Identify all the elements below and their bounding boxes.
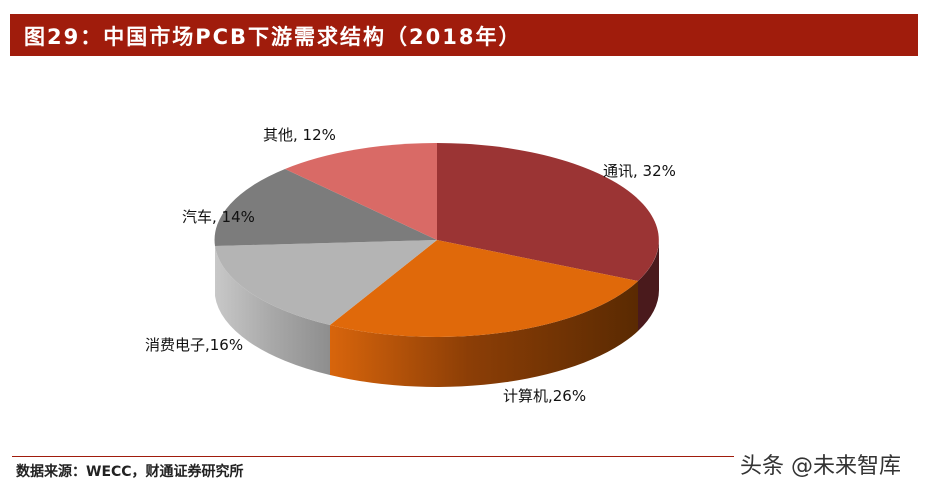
label-auto: 汽车, 14%	[182, 208, 255, 226]
label-computer: 计算机,26%	[503, 387, 586, 405]
slice-side-consumer	[215, 246, 330, 375]
slice-auto[interactable]	[214, 169, 437, 246]
slice-computer[interactable]	[330, 240, 638, 337]
slice-comm[interactable]	[437, 143, 659, 281]
slice-side-comm	[638, 240, 659, 331]
label-consumer: 消费电子,16%	[145, 336, 243, 354]
slice-consumer[interactable]	[215, 240, 437, 325]
slice-side-computer	[330, 281, 638, 387]
watermark: 头条 @未来智库	[740, 454, 901, 479]
label-other: 其他, 12%	[263, 126, 336, 144]
label-comm: 通讯, 32%	[603, 162, 676, 180]
source-note: 数据来源：WECC，财通证券研究所	[16, 464, 244, 480]
slice-other[interactable]	[285, 142, 437, 240]
chart-title: 图29：中国市场PCB下游需求结构（2018年）	[24, 25, 522, 49]
title-bar: 图29：中国市场PCB下游需求结构（2018年）	[10, 14, 918, 56]
footer-divider	[12, 456, 734, 457]
